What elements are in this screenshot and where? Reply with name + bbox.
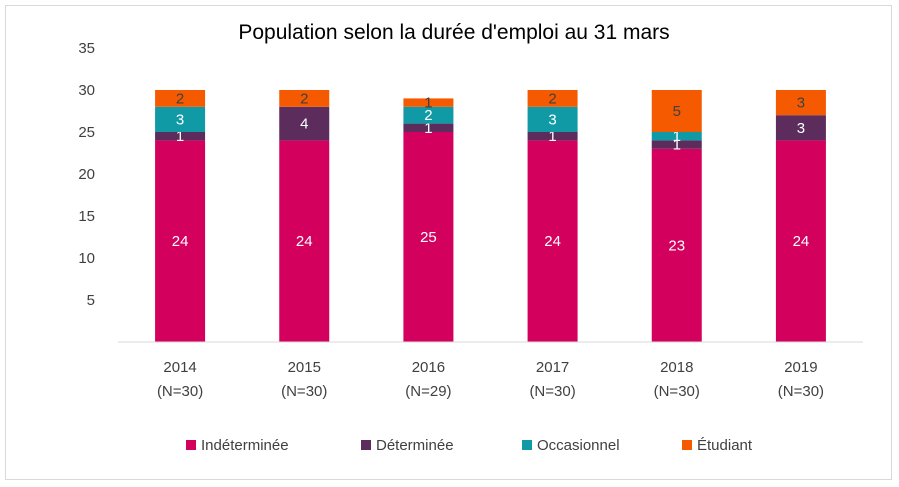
legend-swatch — [361, 440, 371, 450]
bar-segment — [651, 148, 702, 342]
bar-segment — [279, 90, 330, 107]
bar-segment — [775, 90, 826, 116]
bar-segment — [279, 140, 330, 342]
bar-segment — [527, 132, 578, 141]
data-label: 2 — [548, 90, 556, 107]
y-tick-label: 25 — [78, 124, 95, 141]
x-tick-label-year: 2018 — [660, 359, 693, 376]
x-tick-label-year: 2015 — [288, 359, 321, 376]
legend-label: Occasionnel — [537, 437, 620, 454]
x-tick-label-count: (N=30) — [281, 383, 327, 400]
bar-segment — [279, 106, 330, 141]
data-label: 24 — [172, 233, 189, 250]
bar-segment — [651, 90, 702, 132]
data-label: 2 — [300, 90, 308, 107]
bar-segment — [403, 123, 454, 132]
legend-swatch — [522, 440, 532, 450]
x-tick-label-count: (N=30) — [157, 383, 203, 400]
bar-segment — [403, 98, 454, 107]
data-label: 2 — [424, 107, 432, 124]
bar-segment — [527, 90, 578, 107]
bar-segment — [651, 140, 702, 149]
data-label: 5 — [673, 103, 681, 120]
bar-segment — [527, 106, 578, 132]
bar-segment — [775, 115, 826, 141]
x-tick-label-year: 2014 — [163, 359, 196, 376]
bar-segment — [155, 106, 206, 132]
y-axis: 5 10 15 20 25 30 35 — [78, 40, 95, 309]
legend-label: Déterminée — [376, 437, 454, 454]
x-tick-label-count: (N=29) — [405, 383, 451, 400]
legend-swatch — [186, 440, 196, 450]
data-label: 25 — [420, 229, 437, 246]
data-label: 3 — [797, 95, 805, 112]
bar-segment — [527, 140, 578, 342]
data-label: 1 — [673, 137, 681, 154]
bar-segment — [155, 140, 206, 342]
legend-swatch — [682, 440, 692, 450]
x-tick-label-count: (N=30) — [778, 383, 824, 400]
legend: Indéterminée Déterminée Occasionnel Étudian… — [186, 437, 753, 454]
y-tick-label: 35 — [78, 40, 95, 57]
data-label: 1 — [424, 120, 432, 137]
data-label: 1 — [176, 128, 184, 145]
x-axis: 2014 (N=30) 2015 (N=30) 2016 (N=29) 2017 (N=30)… — [157, 359, 824, 400]
y-tick-label: 30 — [78, 82, 95, 99]
data-label: 1 — [673, 128, 681, 145]
stacked-bar-chart: Population selon la durée d'emploi au 31… — [78, 21, 863, 454]
data-label: 23 — [668, 237, 685, 254]
bar-segment — [775, 140, 826, 342]
legend-label: Étudiant — [697, 437, 753, 454]
data-label: 3 — [797, 120, 805, 137]
bar-segment — [155, 132, 206, 141]
y-tick-label: 10 — [78, 250, 95, 267]
x-tick-label-year: 2016 — [412, 359, 445, 376]
data-label: 24 — [296, 233, 313, 250]
data-label: 4 — [300, 116, 308, 133]
data-label: 3 — [176, 111, 184, 128]
y-tick-label: 15 — [78, 208, 95, 225]
x-tick-label-year: 2017 — [536, 359, 569, 376]
data-label: 2 — [176, 90, 184, 107]
data-label: 3 — [548, 111, 556, 128]
legend-label: Indéterminée — [201, 437, 289, 454]
y-tick-label: 20 — [78, 166, 95, 183]
data-label: 1 — [548, 128, 556, 145]
x-tick-label-year: 2019 — [784, 359, 817, 376]
data-label: 1 — [424, 95, 432, 112]
x-tick-label-count: (N=30) — [654, 383, 700, 400]
chart-title: Population selon la durée d'emploi au 31… — [238, 21, 669, 44]
y-tick-label: 5 — [87, 292, 95, 309]
bar-segment — [403, 106, 454, 124]
bar-segment — [651, 132, 702, 141]
bar-segment — [403, 132, 454, 342]
data-label: 24 — [793, 233, 810, 250]
chart-frame: Population selon la durée d'emploi au 31… — [5, 5, 892, 480]
data-label: 24 — [544, 233, 561, 250]
bar-segment — [155, 90, 206, 107]
x-tick-label-count: (N=30) — [529, 383, 575, 400]
